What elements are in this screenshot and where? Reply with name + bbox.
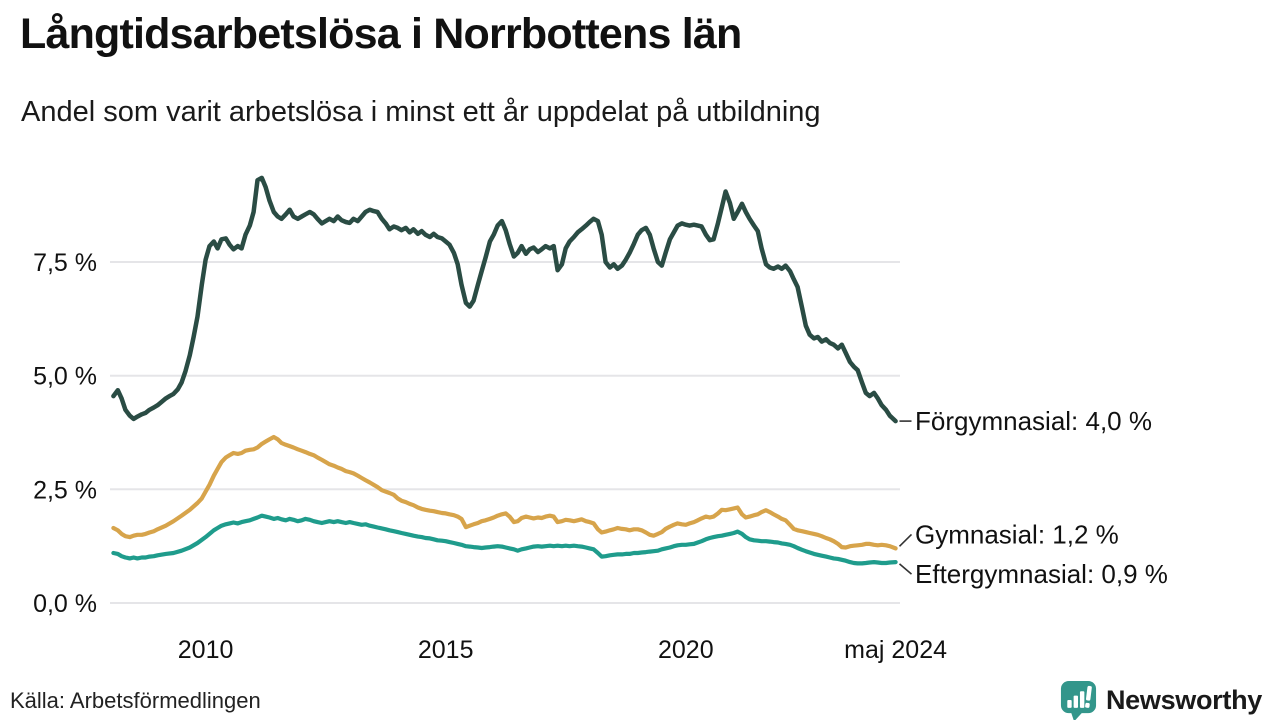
- y-tick-label: 7,5 %: [33, 249, 97, 277]
- page-title: Långtidsarbetslösa i Norrbottens län: [20, 10, 742, 58]
- series-end-label-gymnasial: Gymnasial: 1,2 %: [915, 519, 1119, 549]
- label-connector: [898, 563, 913, 575]
- series-line-eftergymnasial: [111, 513, 898, 566]
- series-end-label-förgymnasial: Förgymnasial: 4,0 %: [915, 406, 1152, 436]
- newsworthy-wordmark: Newsworthy: [1105, 685, 1262, 715]
- series-line-gymnasial: [111, 434, 898, 551]
- x-tick-label: 2010: [178, 636, 234, 664]
- newsworthy-logo: Newsworthy: [1059, 679, 1262, 720]
- y-tick-label: 2,5 %: [33, 476, 97, 504]
- source-note: Källa: Arbetsförmedlingen: [10, 688, 261, 713]
- newsworthy-bubble-chart-icon: [1060, 681, 1097, 720]
- x-tick-label: maj 2024: [844, 636, 947, 664]
- x-tick-label: 2020: [658, 636, 714, 664]
- label-connector: [898, 533, 913, 547]
- y-tick-label: 0,0 %: [33, 590, 97, 618]
- y-tick-label: 5,0 %: [33, 363, 97, 391]
- page-subtitle: Andel som varit arbetslösa i minst ett å…: [21, 96, 821, 128]
- series-line-förgymnasial: [111, 175, 898, 424]
- series-end-label-eftergymnasial: Eftergymnasial: 0,9 %: [915, 559, 1168, 589]
- x-tick-label: 2015: [418, 636, 474, 664]
